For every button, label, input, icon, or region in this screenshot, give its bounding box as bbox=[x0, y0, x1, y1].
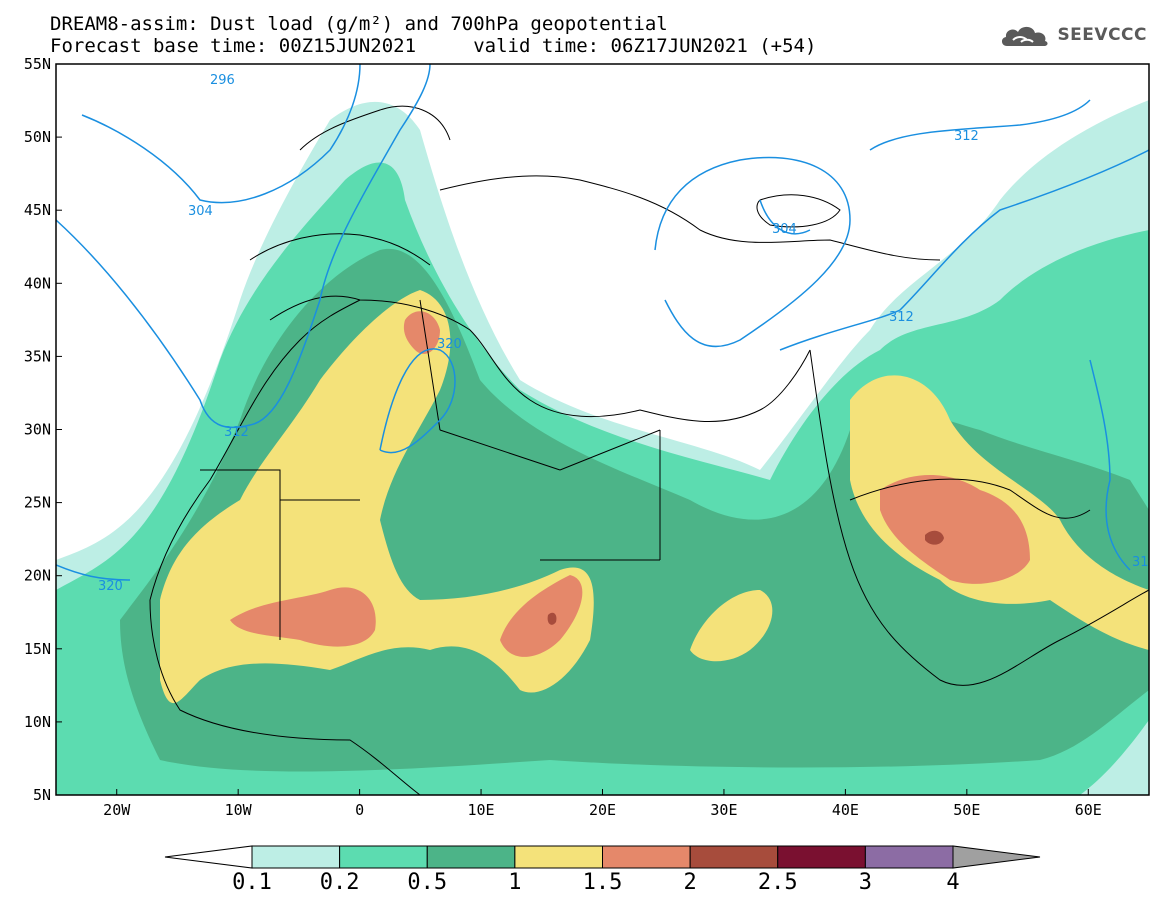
dust-band-1.5-chad bbox=[500, 575, 583, 657]
colorbar-level-label: 0.2 bbox=[319, 870, 360, 895]
lat-tick-label: 40N bbox=[24, 274, 51, 292]
contour-label: 304 bbox=[772, 222, 797, 237]
colorbar-over-triangle bbox=[952, 845, 1041, 869]
dust-field bbox=[56, 100, 1149, 795]
geopotential-contours bbox=[56, 64, 1149, 581]
contour-label: 31 bbox=[1132, 555, 1149, 570]
colorbar-cell bbox=[339, 845, 428, 869]
lat-tick-label: 55N bbox=[24, 55, 51, 73]
colorbar-cell bbox=[602, 845, 691, 869]
cloud-icon bbox=[1002, 26, 1048, 46]
lat-tick-label: 50N bbox=[24, 128, 51, 146]
seevccc-logo: SEEVCCC bbox=[999, 22, 1147, 48]
colorbar-level-label: 1.5 bbox=[582, 870, 623, 895]
colorbar-level-label: 4 bbox=[946, 870, 960, 895]
contour-label: 312 bbox=[889, 310, 914, 325]
dust-band-1-sudan bbox=[690, 590, 773, 662]
dust-band-1.5-atlas bbox=[403, 311, 440, 354]
contour-labels: 296 304 312 320 320 312 304 312 31 bbox=[98, 73, 1149, 594]
colorbar-cell bbox=[426, 845, 516, 869]
colorbar-cell bbox=[689, 845, 779, 869]
lat-tick-label: 20N bbox=[24, 567, 51, 585]
lat-tick-label: 15N bbox=[24, 640, 51, 658]
colorbar-level-label: 2.5 bbox=[757, 870, 798, 895]
dust-band-1.5 bbox=[230, 587, 376, 647]
lon-tick-label: 20E bbox=[589, 801, 616, 819]
dust-band-1.5-arabia bbox=[880, 475, 1030, 584]
colorbar-under-triangle bbox=[164, 845, 253, 869]
lat-tick-label: 30N bbox=[24, 421, 51, 439]
colorbar-level-label: 0.1 bbox=[232, 870, 272, 895]
logo-text: SEEVCCC bbox=[1057, 25, 1147, 45]
dust-band-2-chad bbox=[547, 612, 557, 625]
colorbar-level-label: 3 bbox=[858, 870, 872, 895]
lat-tick-label: 5N bbox=[33, 786, 51, 804]
colorbar-level-label: 2 bbox=[683, 870, 697, 895]
coastlines bbox=[149, 105, 1149, 795]
contour-label: 320 bbox=[98, 579, 123, 594]
lon-tick-label: 20W bbox=[103, 801, 131, 819]
colorbar-cell bbox=[864, 845, 954, 869]
contour-label: 312 bbox=[224, 425, 249, 440]
lon-tick-label: 60E bbox=[1075, 801, 1102, 819]
colorbar-cell bbox=[777, 845, 866, 869]
lat-tick-label: 35N bbox=[24, 347, 51, 365]
dust-band-2 bbox=[925, 530, 944, 545]
lon-tick-label: 30E bbox=[710, 801, 737, 819]
title-line-1: DREAM8-assim: Dust load (g/m²) and 700hP… bbox=[50, 13, 668, 35]
lon-tick-label: 10W bbox=[225, 801, 253, 819]
title-line-2: Forecast base time: 00Z15JUN2021 valid t… bbox=[50, 35, 817, 57]
lat-tick-label: 25N bbox=[24, 494, 51, 512]
lat-tick-label: 45N bbox=[24, 201, 51, 219]
lon-tick-label: 50E bbox=[953, 801, 980, 819]
contour-label: 312 bbox=[954, 129, 979, 144]
colorbar-level-label: 0.5 bbox=[407, 870, 448, 895]
axis-tick-labels: 20W 10W 0 10E 20E 30E 40E 50E 60E 55N 50N 45N 40N 35N… bbox=[24, 55, 1102, 819]
axis-ticks bbox=[56, 63, 1089, 796]
dust-band-1 bbox=[160, 290, 594, 704]
contour-label: 304 bbox=[188, 204, 213, 219]
contour-label: 320 bbox=[437, 337, 462, 352]
colorbar-cell bbox=[514, 845, 603, 869]
colorbar-level-label: 1 bbox=[508, 870, 522, 895]
lon-tick-label: 40E bbox=[832, 801, 859, 819]
contour-label: 296 bbox=[210, 73, 235, 88]
lon-tick-label: 0 bbox=[355, 801, 364, 819]
lon-tick-label: 10E bbox=[468, 801, 495, 819]
colorbar-cell bbox=[251, 845, 341, 869]
lat-tick-label: 10N bbox=[24, 713, 51, 731]
